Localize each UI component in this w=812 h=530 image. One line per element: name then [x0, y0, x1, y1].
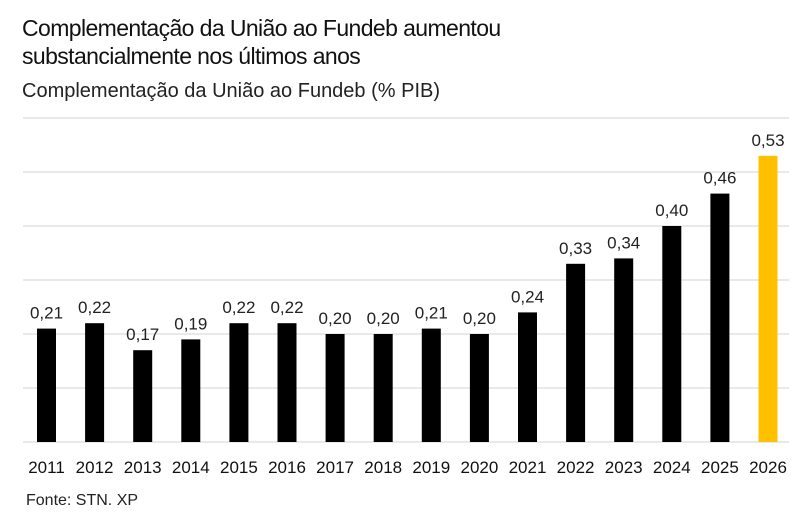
x-axis-ticks: 2011 2012 2013 2014 2015 2016 2017 2018 2019 2020… — [28, 458, 787, 477]
x-tick-2024: 2024 — [653, 458, 691, 477]
data-label-2012: 0,22 — [78, 298, 111, 317]
x-tick-2026: 2026 — [749, 458, 787, 477]
x-tick-2018: 2018 — [364, 458, 402, 477]
data-label-2013: 0,17 — [126, 325, 159, 344]
gridlines — [23, 117, 789, 443]
bar-2015 — [229, 323, 249, 442]
bar-2026 — [758, 155, 778, 443]
bars — [37, 155, 778, 443]
bar-2017 — [325, 334, 345, 442]
bar-2023 — [614, 258, 634, 442]
bar-2011 — [37, 328, 56, 442]
x-tick-2017: 2017 — [316, 458, 354, 477]
x-tick-2021: 2021 — [509, 458, 547, 477]
x-tick-2015: 2015 — [220, 458, 258, 477]
x-tick-2012: 2012 — [76, 458, 114, 477]
bar-2022 — [566, 263, 586, 442]
data-label-2011: 0,21 — [30, 304, 63, 323]
data-label-2019: 0,21 — [415, 304, 448, 323]
source-note: Fonte: STN. XP — [26, 492, 139, 509]
bar-2021 — [518, 312, 537, 442]
x-tick-2023: 2023 — [605, 458, 643, 477]
x-tick-2016: 2016 — [268, 458, 306, 477]
data-label-2020: 0,20 — [463, 309, 496, 328]
data-label-2025: 0,46 — [703, 169, 736, 188]
data-label-2024: 0,40 — [655, 201, 688, 220]
data-labels: 0,21 0,22 0,17 0,19 0,22 0,22 0,20 0,20 0,21 0,20… — [30, 131, 785, 344]
chart-title: Complementação da União ao Fundeb aument… — [22, 15, 501, 69]
bar-2013 — [133, 350, 153, 442]
data-label-2023: 0,34 — [607, 233, 640, 252]
bar-2024 — [662, 226, 682, 442]
data-label-2021: 0,24 — [511, 287, 544, 306]
x-tick-2022: 2022 — [557, 458, 595, 477]
bar-2020 — [469, 334, 489, 442]
data-label-2014: 0,19 — [174, 314, 207, 333]
chart-subtitle: Complementação da União ao Fundeb (% PIB… — [22, 80, 441, 102]
bar-2014 — [181, 339, 201, 442]
x-tick-2013: 2013 — [124, 458, 162, 477]
bar-2025 — [710, 193, 730, 442]
data-label-2015: 0,22 — [222, 298, 255, 317]
x-tick-2025: 2025 — [701, 458, 739, 477]
bar-2019 — [421, 328, 441, 442]
bar-2012 — [85, 323, 105, 442]
bar-2016 — [277, 323, 297, 442]
x-tick-2011: 2011 — [28, 458, 65, 477]
data-label-2022: 0,33 — [559, 239, 592, 258]
data-label-2017: 0,20 — [319, 309, 352, 328]
x-tick-2020: 2020 — [460, 458, 498, 477]
bar-2018 — [373, 334, 393, 442]
x-tick-2019: 2019 — [412, 458, 450, 477]
data-label-2026: 0,53 — [751, 131, 784, 150]
data-label-2018: 0,20 — [367, 309, 400, 328]
x-tick-2014: 2014 — [172, 458, 210, 477]
data-label-2016: 0,22 — [270, 298, 303, 317]
